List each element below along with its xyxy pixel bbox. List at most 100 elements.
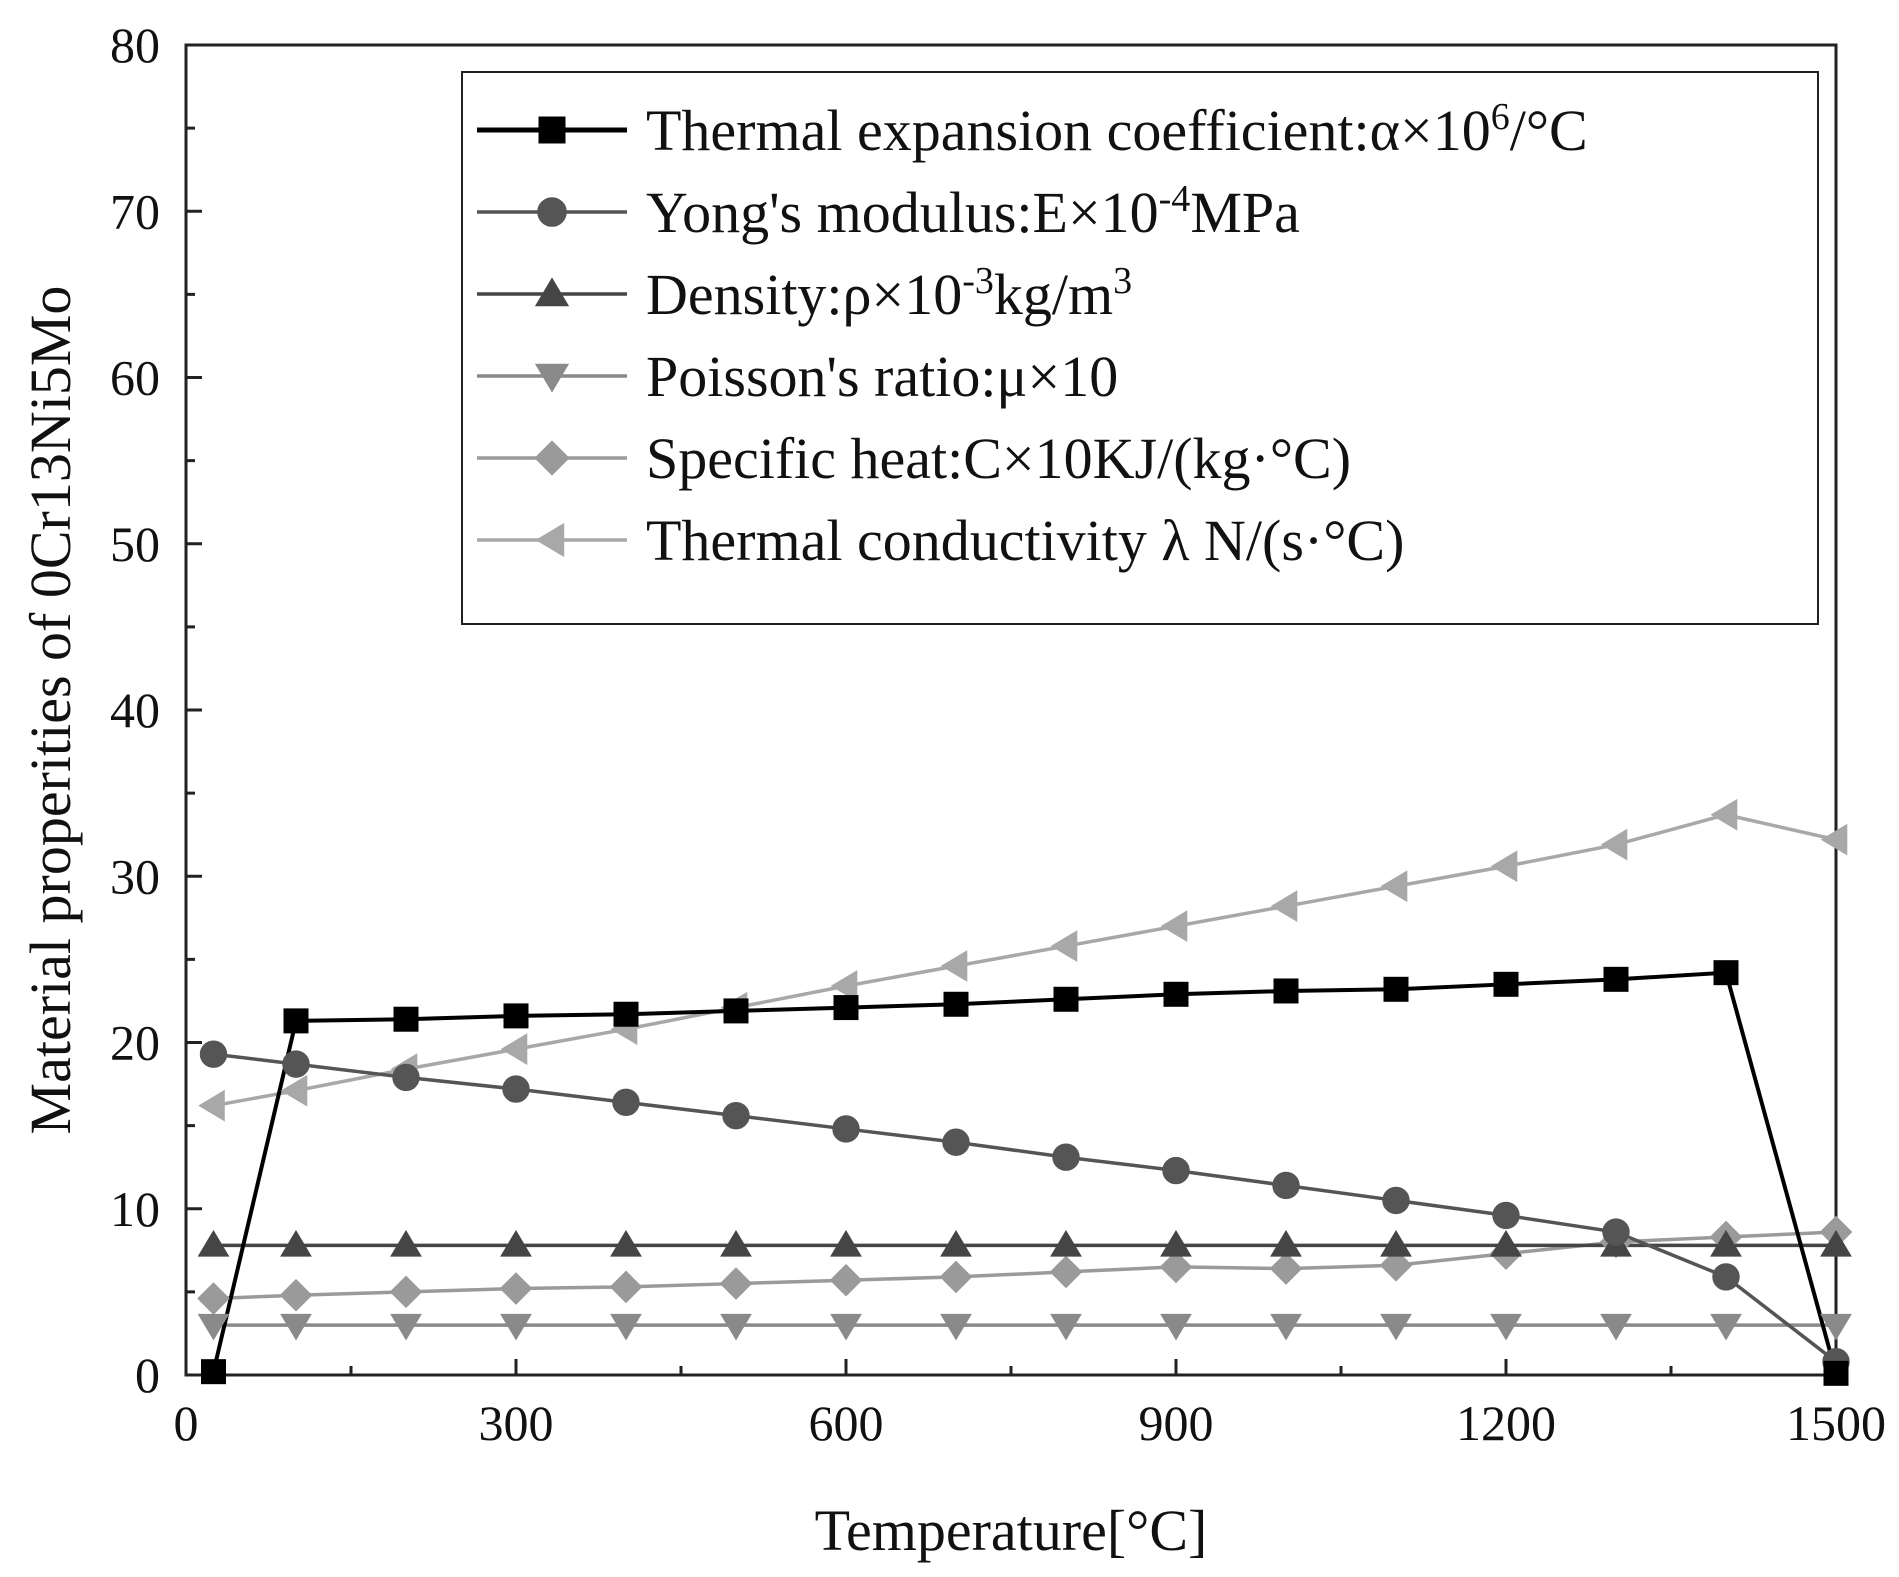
legend-label-0: Thermal expansion coefficient:α×106/°C [646,96,1588,163]
data-point-4 [279,1278,313,1312]
data-point-5 [1710,798,1738,831]
data-point-4 [609,1270,643,1304]
data-point-1 [832,1115,860,1143]
data-point-0 [943,991,969,1017]
legend-label-4: Specific heat:C×10KJ/(kg·°C) [646,426,1351,491]
data-point-2 [390,1229,422,1257]
data-point-1 [1382,1186,1410,1215]
x-tick-label: 1200 [1456,1395,1556,1451]
data-point-4 [1379,1248,1413,1282]
data-point-1 [1052,1143,1080,1171]
data-point-4 [829,1263,863,1297]
data-point-3 [830,1313,862,1341]
data-point-0 [1603,966,1629,992]
x-axis-title: Temperature[°C] [815,1498,1208,1563]
data-point-1 [199,1040,228,1068]
data-point-4 [939,1260,973,1294]
x-tick-label: 900 [1139,1395,1214,1451]
data-point-3 [1490,1313,1522,1341]
y-tick-label: 0 [135,1347,160,1403]
data-point-3 [1820,1313,1852,1341]
data-point-0 [1383,976,1409,1002]
data-point-5 [500,1033,528,1066]
data-point-5 [1820,823,1848,856]
data-point-3 [1160,1313,1192,1341]
data-point-2 [1490,1229,1522,1257]
data-point-0 [833,995,859,1021]
data-point-5 [940,950,968,982]
data-point-0 [283,1008,309,1034]
data-point-1 [1272,1171,1300,1200]
data-point-2 [1270,1229,1302,1257]
series-line-0 [211,970,1836,1374]
data-point-2 [280,1229,312,1257]
x-tick-label: 1500 [1786,1395,1886,1451]
data-point-1 [1162,1156,1190,1185]
data-point-5 [280,1074,308,1107]
data-point-3 [390,1313,422,1341]
data-point-0 [1823,1360,1849,1386]
data-point-2 [1710,1229,1742,1257]
legend-label-1: Yong's modulus:E×10-4MPa [646,178,1300,245]
legend-marker-5 [535,522,565,558]
data-point-0 [723,998,749,1024]
data-point-5 [198,1089,225,1122]
data-point-1 [1602,1218,1630,1246]
data-point-5 [1490,850,1518,883]
data-point-0 [393,1006,419,1032]
data-point-3 [1270,1313,1302,1341]
data-point-3 [610,1313,642,1341]
data-point-2 [1380,1229,1412,1257]
data-point-0 [201,1359,226,1385]
data-point-5 [1270,890,1298,923]
data-point-0 [1053,986,1079,1012]
data-point-1 [1712,1263,1740,1291]
data-point-1 [392,1063,420,1092]
data-point-3 [940,1313,972,1341]
data-point-3 [1380,1313,1412,1341]
data-point-2 [720,1229,752,1257]
data-point-1 [1492,1201,1520,1230]
data-point-0 [1493,971,1519,997]
data-point-0 [1163,981,1189,1007]
data-point-1 [722,1101,750,1130]
data-point-2 [500,1229,532,1257]
data-point-5 [1160,910,1188,943]
legend-marker-1 [537,197,567,227]
data-point-3 [1050,1313,1082,1341]
data-point-0 [503,1003,529,1029]
legend-label-2: Density:ρ×10-3kg/m3 [646,260,1132,327]
data-point-3 [1600,1313,1632,1341]
data-point-4 [1049,1255,1083,1289]
data-point-0 [1273,978,1299,1004]
data-point-4 [1269,1252,1303,1285]
data-point-5 [1050,930,1078,962]
series-line-1 [213,1052,1836,1364]
legend-box [461,71,1819,625]
legend-marker-3 [534,363,570,393]
data-point-3 [197,1313,230,1341]
y-tick-labels: 0 10 20 30 40 50 60 70 80 [110,17,160,1403]
data-point-2 [610,1229,642,1257]
data-point-2 [830,1229,862,1257]
axis-ticks [184,43,1838,1377]
data-point-5 [830,970,858,1002]
markers-layer [197,798,1853,1386]
y-tick-label: 70 [110,183,160,239]
data-point-5 [1600,828,1628,861]
data-point-1 [502,1075,530,1103]
data-point-0 [1713,960,1739,986]
y-tick-label: 50 [110,516,160,572]
x-tick-label: 600 [809,1395,884,1451]
data-point-3 [280,1313,312,1341]
y-tick-label: 30 [110,848,160,904]
y-axis-title: Material properities of 0Cr13Ni5Mo [18,286,83,1135]
data-point-2 [1050,1229,1082,1257]
data-point-4 [499,1272,533,1305]
legend-label-3: Poisson's ratio:μ×10 [646,344,1118,409]
data-point-2 [1160,1229,1192,1257]
legend-marker-2 [534,277,570,307]
data-point-1 [282,1050,310,1078]
data-point-3 [1710,1313,1742,1341]
data-point-2 [940,1229,972,1257]
